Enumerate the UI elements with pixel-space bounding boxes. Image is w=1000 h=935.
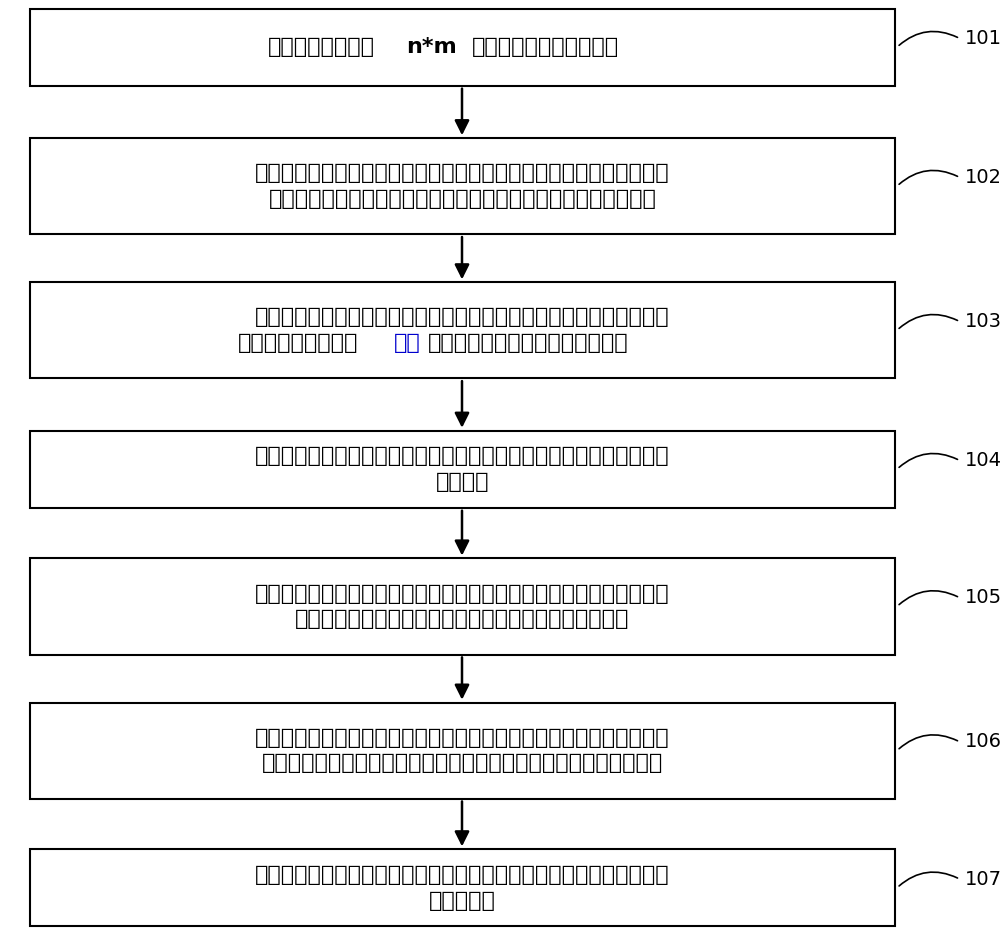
FancyBboxPatch shape — [30, 558, 895, 654]
Text: 根据所述共偏移距共方位角域道集的偏移距和方位角，对所述共偏移距: 根据所述共偏移距共方位角域道集的偏移距和方位角，对所述共偏移距 — [255, 727, 670, 748]
FancyBboxPatch shape — [30, 431, 895, 508]
FancyBboxPatch shape — [30, 702, 895, 798]
Text: 将每个交叉排列地震数据道集中同一象限相同编号的共偏移距共方位角: 将每个交叉排列地震数据道集中同一象限相同编号的共偏移距共方位角 — [255, 308, 670, 327]
Text: 获取每个地震数据道集的偏移距和方位角，根据偏移距和方位角来获取: 获取每个地震数据道集的偏移距和方位角，根据偏移距和方位角来获取 — [255, 583, 670, 604]
Text: 105: 105 — [965, 588, 1000, 608]
Text: 将地震数据分选成: 将地震数据分选成 — [268, 37, 375, 57]
Text: 成像点道集: 成像点道集 — [429, 891, 496, 911]
Text: 个交叉排列地震数据道集: 个交叉排列地震数据道集 — [472, 37, 619, 57]
Text: 一起: 一起 — [393, 333, 420, 353]
Text: 103: 103 — [965, 312, 1000, 331]
FancyBboxPatch shape — [30, 282, 895, 379]
Text: 102: 102 — [965, 168, 1000, 187]
Text: ，即获取共偏移距共方位角域道集: ，即获取共偏移距共方位角域道集 — [428, 333, 629, 353]
Text: n*m: n*m — [406, 37, 457, 57]
FancyBboxPatch shape — [30, 138, 895, 234]
Text: 单元提取出来组合到: 单元提取出来组合到 — [238, 333, 359, 353]
Text: 107: 107 — [965, 870, 1000, 889]
Text: 处理后的所述共偏移距共方位角域道集的偏移距和方位角: 处理后的所述共偏移距共方位角域道集的偏移距和方位角 — [295, 610, 630, 629]
FancyBboxPatch shape — [30, 8, 895, 86]
FancyBboxPatch shape — [30, 849, 895, 927]
Text: 则化处理: 则化处理 — [436, 472, 489, 492]
Text: 101: 101 — [965, 29, 1000, 48]
Text: 对所述共偏移距共方位角域道集内的数据先后进行去噪声、插值以及规: 对所述共偏移距共方位角域道集内的数据先后进行去噪声、插值以及规 — [255, 446, 670, 467]
Text: 106: 106 — [965, 732, 1000, 752]
Text: 104: 104 — [965, 452, 1000, 470]
Text: 利用剩余方位动校正方法获取消除方位各向异性的共偏移距共方位角共: 利用剩余方位动校正方法获取消除方位各向异性的共偏移距共方位角共 — [255, 865, 670, 885]
Text: 共方位角域道集进行偏移处理获取共偏移距共方位角域共成像点道集: 共方位角域道集进行偏移处理获取共偏移距共方位角域共成像点道集 — [262, 754, 663, 773]
Text: 获取共偏移距共方位角单元，并对共偏移距共方位角单元进行编号: 获取共偏移距共方位角单元，并对共偏移距共方位角单元进行编号 — [269, 189, 656, 209]
Text: 根据炮线距和检波线距等距离，对所述交叉排列地震数据道集进行划分: 根据炮线距和检波线距等距离，对所述交叉排列地震数据道集进行划分 — [255, 164, 670, 183]
